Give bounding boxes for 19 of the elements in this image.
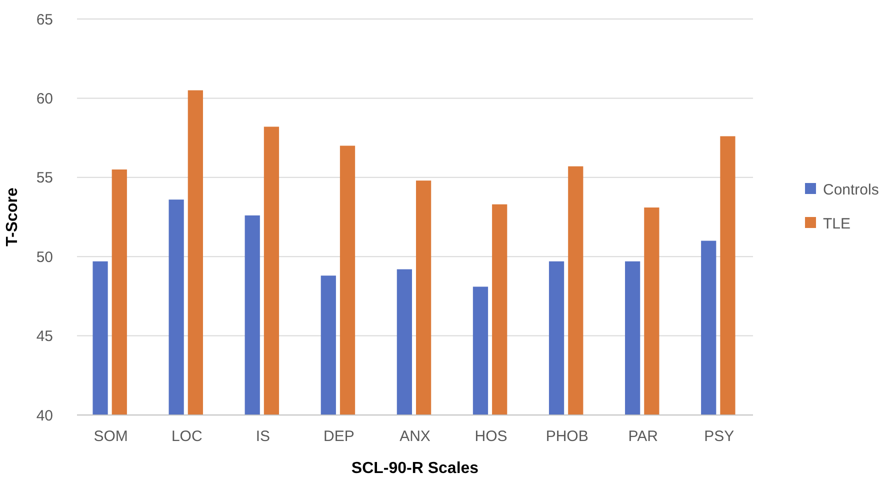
- x-tick-label: PSY: [704, 428, 734, 445]
- x-axis-title: SCL-90-R Scales: [351, 460, 479, 477]
- legend-label: TLE: [823, 215, 851, 232]
- y-tick-label: 65: [36, 11, 53, 28]
- x-tick-label: IS: [256, 428, 270, 445]
- y-tick-label: 55: [36, 170, 53, 187]
- x-tick-label: LOC: [171, 428, 202, 445]
- x-tick-label: SOM: [94, 428, 128, 445]
- y-tick-label: 40: [36, 407, 53, 424]
- y-tick-label: 60: [36, 90, 53, 108]
- legend-label: Controls: [823, 181, 879, 198]
- x-tick-label: DEP: [324, 428, 354, 445]
- y-tick-label: 50: [36, 248, 53, 266]
- x-tick-label: PAR: [628, 428, 658, 445]
- y-axis-title: T-Score: [4, 188, 21, 246]
- x-tick-label: HOS: [474, 428, 508, 445]
- x-tick-label: ANX: [400, 428, 430, 445]
- x-tick-label: PHOB: [546, 428, 588, 445]
- y-tick-label: 45: [36, 328, 53, 346]
